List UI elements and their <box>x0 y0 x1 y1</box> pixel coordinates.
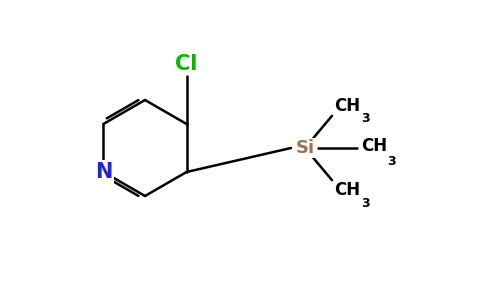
Text: CH: CH <box>334 97 360 115</box>
Text: Cl: Cl <box>175 54 198 74</box>
Text: 3: 3 <box>387 155 395 168</box>
Text: Si: Si <box>295 139 315 157</box>
Text: CH: CH <box>334 181 360 199</box>
Text: CH: CH <box>361 137 387 155</box>
Text: 3: 3 <box>361 112 370 125</box>
Text: N: N <box>95 162 112 182</box>
Text: 3: 3 <box>361 197 370 210</box>
